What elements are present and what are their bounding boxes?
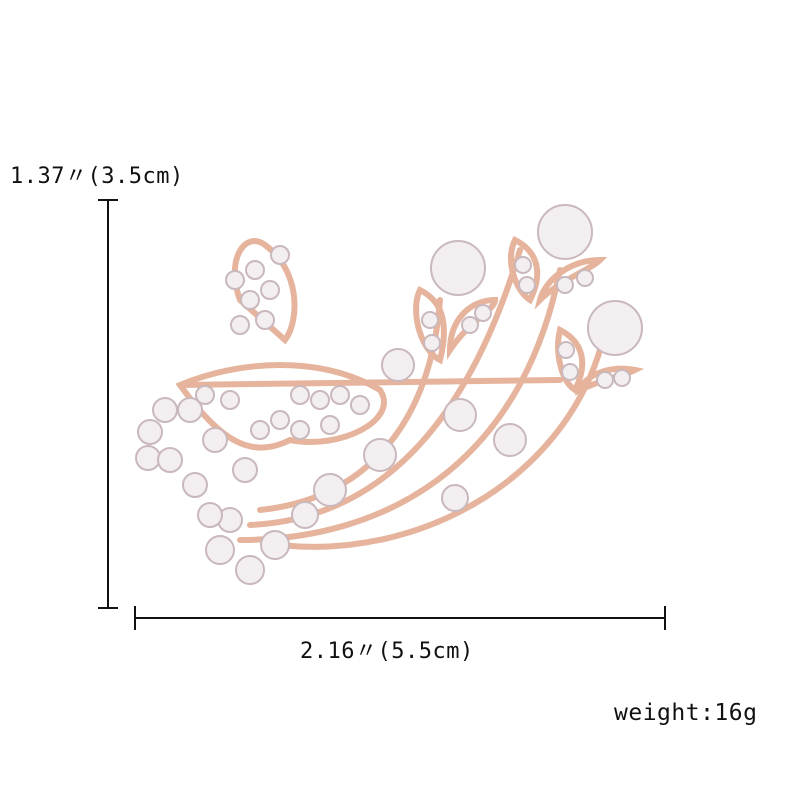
crystal [182,472,208,498]
crystal [596,371,614,389]
crystal [232,457,258,483]
crystal [270,410,290,430]
crystal [135,445,161,471]
crystal [613,369,631,387]
width-dimension-line [134,606,666,630]
crystal [291,501,319,529]
crystal [250,420,270,440]
crystal [330,385,350,405]
crystal [220,390,240,410]
crystal [363,438,397,472]
crystal [561,363,579,381]
crystal [441,484,469,512]
crystal [320,415,340,435]
crystal [587,300,643,356]
height-dimension-line [98,199,118,609]
crystal [205,535,235,565]
crystal [430,240,486,296]
crystal [518,276,536,294]
crystal [421,311,439,329]
crystal [290,385,310,405]
crystal [157,447,183,473]
crystal [245,260,265,280]
crystal [225,270,245,290]
weight-label: weight:16g [614,700,758,726]
crystal [423,334,441,352]
crystal [260,530,290,560]
crystal [310,390,330,410]
crystal [557,341,575,359]
crystal [177,397,203,423]
crystal [270,245,290,265]
crystal [474,304,492,322]
crystal [255,310,275,330]
crystal [197,502,223,528]
crystal [350,395,370,415]
crystal [461,316,479,334]
crystal [443,398,477,432]
crystal [240,290,260,310]
crystal [230,315,250,335]
width-label: 2.16〃(5.5cm) [300,639,474,664]
brooch-crystals [135,204,643,585]
crystal [260,280,280,300]
crystal [152,397,178,423]
crystal [195,385,215,405]
crystal [556,276,574,294]
crystal [537,204,593,260]
crystal [576,269,594,287]
crystal [381,348,415,382]
crystal [514,256,532,274]
crystal [290,420,310,440]
crystal [493,423,527,457]
crystal [235,555,265,585]
crystal [313,473,347,507]
height-label: 1.37〃(3.5cm) [10,164,184,189]
crystal [202,427,228,453]
crystal [137,419,163,445]
